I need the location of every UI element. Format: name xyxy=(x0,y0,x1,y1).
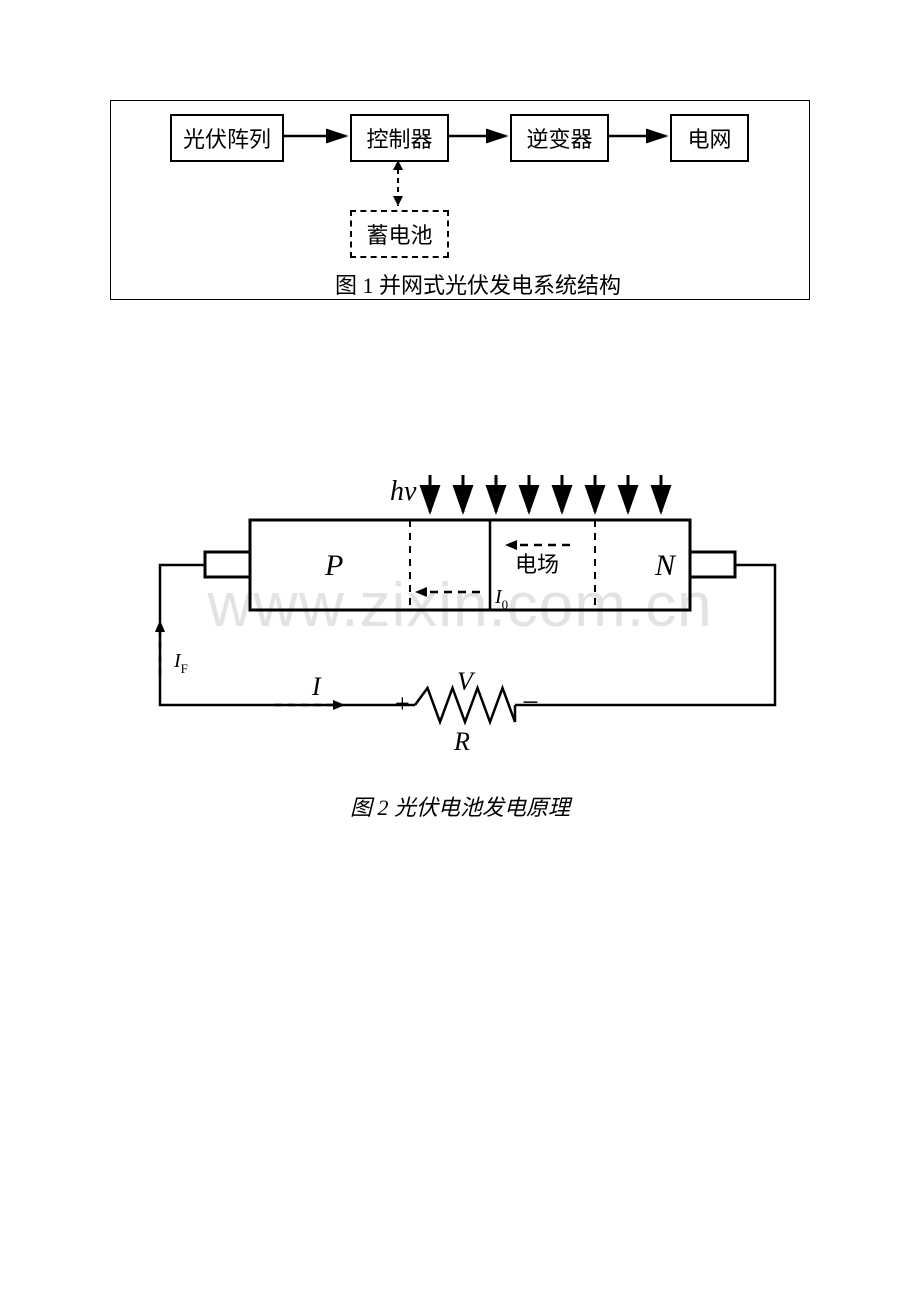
svg-text:R: R xyxy=(453,727,470,756)
figure-2-caption: 图 2 光伏电池发电原理 xyxy=(0,790,920,822)
label-inverter: 逆变器 xyxy=(526,122,592,154)
svg-text:N: N xyxy=(654,549,677,582)
box-controller: 控制器 xyxy=(350,114,449,162)
svg-text:+: + xyxy=(395,689,410,718)
figure-1: 光伏阵列 控制器 逆变器 电网 蓄电池 图 1 并网式光伏发电系统结构 xyxy=(110,100,810,300)
box-battery: 蓄电池 xyxy=(350,210,449,258)
svg-text:hv: hv xyxy=(390,476,417,507)
figure-1-caption: 图 1 并网式光伏发电系统结构 xyxy=(335,268,621,300)
figure-2-svg: hv P N 电场 I0 IF I V R + − xyxy=(120,450,810,790)
label-pv-array: 光伏阵列 xyxy=(183,122,271,154)
svg-text:电场: 电场 xyxy=(515,552,559,577)
page: 光伏阵列 控制器 逆变器 电网 蓄电池 图 1 并网式光伏发电系统结构 www.… xyxy=(0,0,920,1302)
box-grid: 电网 xyxy=(670,114,749,162)
svg-text:V: V xyxy=(457,667,476,696)
box-inverter: 逆变器 xyxy=(510,114,609,162)
label-controller: 控制器 xyxy=(366,122,432,154)
label-grid: 电网 xyxy=(687,122,731,154)
box-pv-array: 光伏阵列 xyxy=(170,114,284,162)
svg-text:I0: I0 xyxy=(494,586,508,612)
figure-2: hv P N 电场 I0 IF I V R + − xyxy=(120,450,810,800)
svg-text:P: P xyxy=(324,549,343,582)
label-battery: 蓄电池 xyxy=(366,218,432,250)
svg-text:I: I xyxy=(311,672,322,701)
svg-text:IF: IF xyxy=(173,650,188,676)
svg-text:−: − xyxy=(522,686,539,719)
